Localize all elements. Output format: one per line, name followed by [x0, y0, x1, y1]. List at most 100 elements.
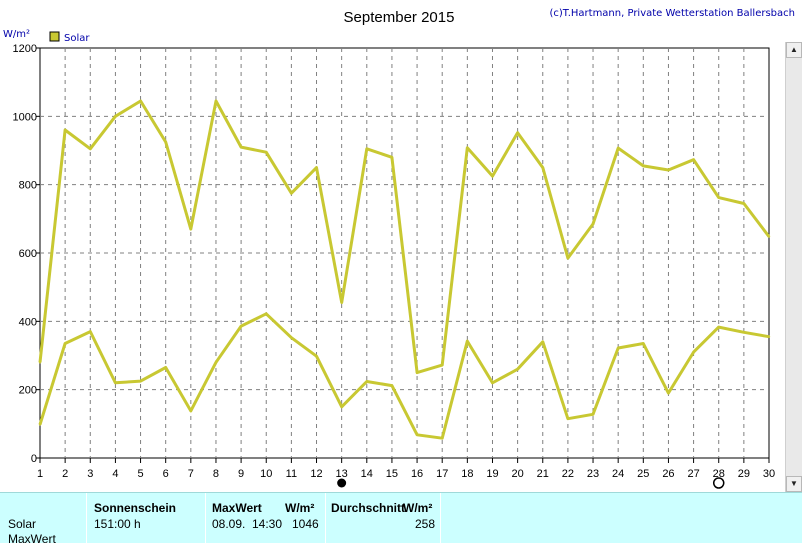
durchschnitt-value: 258: [415, 517, 436, 531]
series-layer: [38, 99, 771, 440]
data-point: [415, 433, 419, 436]
data-point: [616, 346, 620, 350]
data-point: [541, 166, 544, 169]
legend-swatch: [49, 31, 60, 42]
durchschnitt-unit: W/m²: [403, 501, 433, 515]
data-point: [340, 405, 343, 408]
data-point: [265, 151, 268, 154]
data-point: [642, 164, 645, 168]
data-point: [516, 131, 519, 134]
x-tick-label: 7: [188, 468, 194, 480]
data-point: [390, 156, 394, 159]
x-tick-label: 4: [112, 468, 118, 480]
data-point: [667, 391, 670, 395]
panel-divider: [325, 493, 326, 544]
data-point: [717, 196, 720, 199]
x-tick-label: 22: [562, 468, 574, 480]
x-tick-label: 14: [361, 468, 373, 480]
data-point: [164, 366, 167, 369]
row-label-maxwert: MaxWert: [8, 532, 56, 546]
data-point: [290, 336, 293, 339]
data-point: [415, 371, 419, 374]
x-tick-label: 28: [713, 468, 725, 480]
data-point: [516, 367, 519, 371]
row-label-solar: Solar: [8, 517, 37, 531]
sonnenschein-value: 151:00 h: [94, 517, 141, 531]
data-point: [541, 340, 544, 344]
data-point: [767, 235, 771, 238]
data-point: [441, 436, 444, 440]
maxwert-value: 1046: [292, 517, 319, 531]
vertical-scrollbar[interactable]: ▲ ▼: [785, 42, 802, 492]
data-point: [340, 301, 343, 304]
y-tick-label: 200: [19, 385, 37, 397]
maxwert-unit: W/m²: [285, 501, 315, 515]
data-point: [390, 384, 394, 387]
filled-circle-icon: [337, 478, 347, 488]
data-point: [365, 147, 368, 150]
data-point: [315, 166, 318, 169]
data-point: [491, 174, 494, 178]
data-point: [717, 325, 720, 329]
data-point: [38, 361, 42, 364]
data-point: [591, 413, 595, 416]
x-tick-label: 3: [87, 468, 93, 480]
scroll-down-button[interactable]: ▼: [786, 476, 802, 492]
data-point: [365, 380, 368, 383]
data-point: [767, 335, 771, 338]
x-tick-label: 29: [738, 468, 750, 480]
arrow-down-icon: ▼: [790, 479, 798, 488]
data-point: [89, 147, 92, 150]
arrow-up-icon: ▲: [790, 45, 798, 54]
y-tick-label: 800: [19, 180, 37, 192]
y-tick-label: 0: [31, 453, 37, 465]
data-point: [742, 202, 746, 205]
data-point: [63, 342, 67, 345]
y-axis-unit: W/m²: [3, 29, 30, 40]
chart-title: September 2015: [344, 9, 455, 26]
data-point: [692, 158, 695, 161]
data-point: [164, 140, 167, 144]
data-point: [63, 128, 67, 132]
data-point: [239, 324, 243, 328]
data-point: [667, 168, 670, 172]
x-tick-label: 6: [163, 468, 169, 480]
x-tick-label: 17: [436, 468, 448, 480]
data-point: [290, 192, 293, 195]
x-tick-label: 18: [461, 468, 473, 480]
x-tick-label: 25: [637, 468, 649, 480]
sonnenschein-header: Sonnenschein: [94, 501, 177, 515]
data-point: [692, 350, 695, 354]
y-tick-label: 600: [19, 248, 37, 260]
data-point: [214, 99, 218, 103]
summary-panel: Solar MaxWert Sonnenschein 151:00 h MaxW…: [0, 492, 802, 546]
x-tick-label: 5: [137, 468, 143, 480]
data-point: [114, 381, 117, 385]
x-tick-label: 1: [37, 468, 43, 480]
x-tick-label: 10: [260, 468, 272, 480]
y-tick-label: 1000: [13, 111, 37, 123]
x-tick-label: 16: [411, 468, 423, 480]
data-point: [89, 330, 92, 333]
markers: [337, 477, 725, 489]
panel-divider: [86, 493, 87, 544]
open-circle-icon: [712, 477, 725, 489]
scroll-up-button[interactable]: ▲: [786, 42, 802, 58]
data-point: [616, 146, 620, 150]
x-tick-label: 24: [612, 468, 624, 480]
data-point: [441, 363, 444, 367]
data-point: [742, 331, 746, 334]
data-point: [239, 145, 243, 149]
x-tick-label: 15: [386, 468, 398, 480]
data-point: [38, 423, 42, 426]
y-tick-label: 400: [19, 316, 37, 328]
maxwert-time: 14:30: [252, 517, 283, 531]
data-point: [491, 381, 494, 385]
panel-divider: [440, 493, 441, 544]
y-tick-label: 1200: [13, 43, 37, 55]
x-tick-label: 20: [511, 468, 523, 480]
x-tick-label: 19: [486, 468, 498, 480]
data-point: [566, 256, 570, 260]
legend-label: Solar: [64, 33, 90, 44]
